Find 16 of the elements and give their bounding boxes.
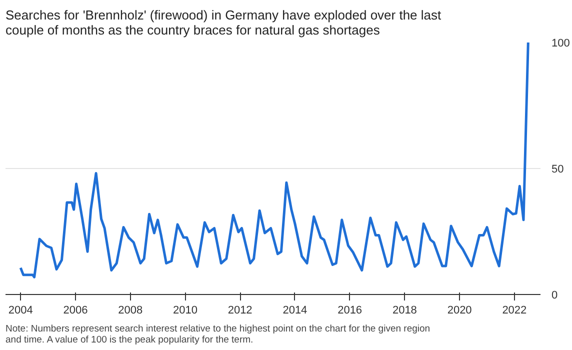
y-tick-label: 50: [552, 164, 564, 176]
x-tick-label: 2018: [392, 304, 417, 316]
y-tick-label: 100: [552, 38, 570, 50]
line-series: [19, 42, 530, 278]
x-tick-label: 2004: [8, 304, 33, 316]
x-tick-label: 2014: [282, 304, 308, 316]
x-tick-label: 2022: [502, 304, 527, 316]
text: Note: Numbers represent search interest relative to the highest point on the chart for the given region and time. A value of 100 is the peak popularity for the term.: [6, 324, 430, 346]
x-tick-label: 2006: [63, 304, 88, 316]
x-tick-label: 2020: [447, 304, 472, 316]
x-tick-label: 2010: [172, 304, 198, 316]
x-tick-label: 2016: [338, 304, 362, 316]
chart-title: Searches for 'Brennholz' (firewood) in Germany have exploded over the last couple of months as the country braces for natural gas shortages: [6, 8, 442, 38]
x-tick-label: 2008: [118, 304, 143, 316]
y-tick-label: 0: [552, 290, 558, 302]
x-tick-label: 2012: [228, 304, 252, 316]
